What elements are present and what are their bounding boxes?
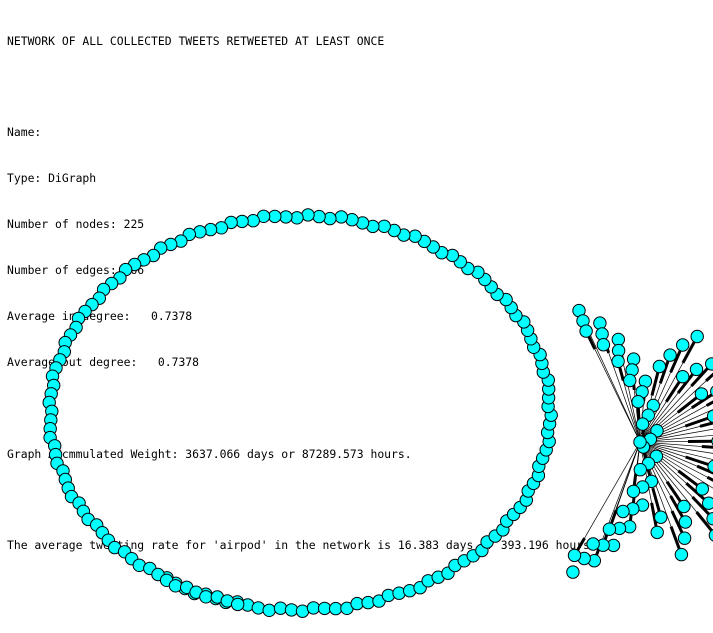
graph-node <box>231 597 245 612</box>
graph-node <box>350 596 364 611</box>
graph-node <box>596 338 611 352</box>
node-layer <box>42 208 713 618</box>
graph-edge <box>639 441 713 460</box>
graph-node <box>677 531 692 545</box>
graph-node <box>626 352 641 366</box>
graph-node <box>199 590 213 604</box>
graph-node <box>323 211 337 226</box>
graph-node <box>567 548 582 563</box>
graph-node <box>586 537 600 551</box>
graph-node <box>246 214 260 228</box>
graph-node <box>251 601 265 615</box>
graph-edge <box>701 444 713 449</box>
graph-node <box>235 214 249 229</box>
graph-edge <box>705 400 713 407</box>
graph-edge <box>639 428 713 443</box>
graph-node <box>694 387 709 401</box>
edge-layer <box>573 309 713 562</box>
graph-node <box>705 357 713 371</box>
graph-node <box>689 362 704 377</box>
graph-node <box>579 324 593 338</box>
graph-node <box>279 210 293 224</box>
graph-node <box>312 209 326 224</box>
hub-node <box>633 435 647 449</box>
graph-node <box>633 463 647 477</box>
graph-node <box>707 459 713 474</box>
graph-node <box>334 210 348 224</box>
graph-node <box>695 482 709 496</box>
graph-node <box>706 512 713 526</box>
graph-edge <box>639 434 713 443</box>
graph-name: Name: <box>7 125 42 140</box>
graph-node <box>273 601 288 615</box>
graph-edge <box>574 441 641 556</box>
graph-node <box>408 229 422 243</box>
graph-node <box>317 601 332 616</box>
graph-node <box>377 219 391 234</box>
graph-edge <box>639 441 713 454</box>
graph-type: Type: DiGraph <box>7 171 97 186</box>
graph-node <box>650 525 664 540</box>
node-count: Number of nodes: 225 <box>7 217 145 232</box>
graph-summary: NETWORK OF ALL COLLECTED TWEETS RETWEETE… <box>7 3 707 569</box>
graph-edge <box>585 330 641 443</box>
graph-node <box>702 496 713 510</box>
graph-node <box>654 510 668 524</box>
graph-node <box>168 579 183 593</box>
graph-node <box>623 373 637 388</box>
graph-node <box>593 316 607 330</box>
graph-node <box>329 601 343 616</box>
graph-node <box>690 329 704 344</box>
graph-node <box>611 354 625 368</box>
graph-node <box>361 595 375 610</box>
average-in-degree: Average in degree: 0.7378 <box>7 308 193 323</box>
graph-node <box>268 209 282 224</box>
graph-node <box>284 603 299 617</box>
graph-node <box>706 409 713 423</box>
graph-edge <box>699 421 713 428</box>
graph-node <box>301 208 315 222</box>
graph-node <box>626 484 641 499</box>
graph-node <box>306 601 321 615</box>
graph-node <box>674 547 689 562</box>
graph-node <box>295 604 310 618</box>
graph-node <box>631 395 645 409</box>
graph-node <box>616 504 630 519</box>
average-out-degree: Average out degree: 0.7378 <box>7 354 200 369</box>
graph-node <box>652 359 667 374</box>
graph-node <box>678 515 693 529</box>
graph-node <box>203 222 218 237</box>
network-title: NETWORK OF ALL COLLECTED TWEETS RETWEETE… <box>7 33 385 48</box>
graph-edge <box>705 372 713 382</box>
graph-node <box>566 565 580 579</box>
graph-node <box>676 338 690 352</box>
graph-node <box>381 588 396 603</box>
graph-node <box>708 529 713 542</box>
accumulated-weight: Graph Accmmulated Weight: 3637.066 days … <box>7 446 412 461</box>
graph-node <box>635 417 650 431</box>
graph-node <box>676 370 690 384</box>
graph-node <box>262 603 276 617</box>
graph-node <box>611 332 625 347</box>
graph-node <box>214 221 229 235</box>
graph-node <box>663 348 677 362</box>
graph-node <box>602 522 617 536</box>
graph-node <box>710 385 713 397</box>
graph-node <box>677 499 691 514</box>
graph-edge <box>706 475 713 482</box>
graph-node <box>290 211 304 225</box>
